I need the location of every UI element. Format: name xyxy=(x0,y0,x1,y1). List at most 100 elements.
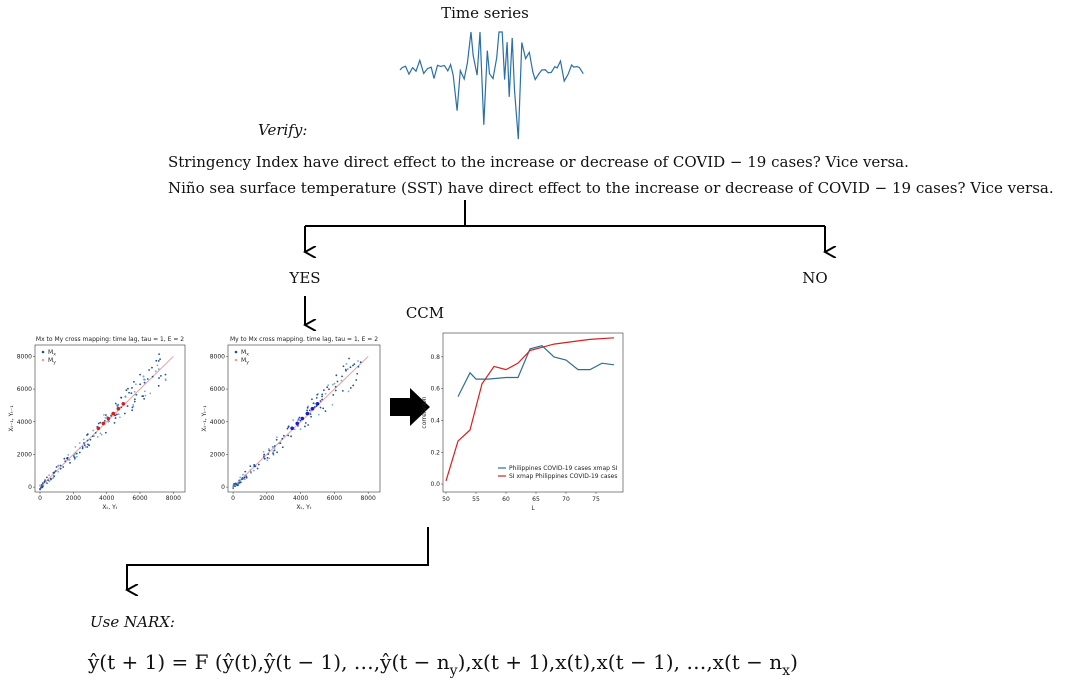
legend-marker xyxy=(41,350,45,354)
scatter-point xyxy=(256,467,259,470)
scatter-point xyxy=(239,476,242,479)
scatter-point xyxy=(276,451,279,454)
scatter-point xyxy=(239,481,242,484)
y-tick-label: 8000 xyxy=(210,353,225,360)
scatter-point xyxy=(257,463,260,466)
scatter-panel: Mx to My cross mapping: time lag, tau = … xyxy=(8,336,186,511)
scatter-point xyxy=(313,406,316,408)
scatter-point xyxy=(64,460,67,463)
scatter-point xyxy=(114,402,117,405)
scatter-point xyxy=(144,394,147,397)
legend-sub: x xyxy=(246,353,249,358)
scatter-point xyxy=(68,459,71,461)
scatter-point xyxy=(130,392,133,395)
y-tick-label: 6000 xyxy=(17,386,32,393)
y-tick-label: 2000 xyxy=(17,451,32,458)
scatter-point xyxy=(331,403,334,406)
scatter-point xyxy=(55,466,58,468)
scatter-point xyxy=(357,360,359,362)
y-tick-label: 6000 xyxy=(210,386,225,393)
scatter-point xyxy=(156,364,159,367)
y-tick-label: 0.6 xyxy=(430,386,440,393)
scatter-point xyxy=(275,438,278,441)
scatter-point xyxy=(287,426,290,428)
scatter-point xyxy=(266,459,269,462)
scatter-point xyxy=(315,396,318,399)
scatter-point xyxy=(272,452,275,455)
x-tick-label: 50 xyxy=(442,496,450,503)
scatter-point xyxy=(249,472,252,474)
y-tick-label: 0.0 xyxy=(430,481,440,488)
time-series-title: Time series xyxy=(441,4,529,22)
legend-sub: y xyxy=(53,361,56,366)
y-tick-label: 0.4 xyxy=(430,417,440,424)
scatter-point xyxy=(78,447,81,450)
legend-entry: My xyxy=(48,357,56,366)
scatter-point xyxy=(249,469,252,471)
scatter-point xyxy=(131,409,134,412)
scatter-point xyxy=(48,474,50,477)
scatter-point xyxy=(135,383,137,386)
scatter-point xyxy=(253,464,256,466)
scatter-point xyxy=(316,393,319,396)
arrow xyxy=(127,527,429,590)
scatter-panel: My to Mx cross mapping. time lag, tau = … xyxy=(201,336,381,511)
time-series-sketch xyxy=(399,31,584,140)
y-tick-label: 2000 xyxy=(210,451,225,458)
x-tick-label: 55 xyxy=(472,496,480,503)
scatter-point xyxy=(59,467,62,470)
scatter-point xyxy=(73,457,76,459)
x-axis-label: L xyxy=(531,505,535,512)
scatter-point xyxy=(241,477,244,479)
scatter-point xyxy=(315,405,318,407)
scatter-point xyxy=(324,410,327,412)
scatter-point xyxy=(292,419,295,422)
scatter-point xyxy=(53,471,55,474)
scatter-point xyxy=(273,449,276,452)
scatter-point xyxy=(319,400,322,402)
scatter-point xyxy=(249,465,252,468)
scatter-point xyxy=(93,435,96,438)
scatter-point xyxy=(275,436,278,439)
scatter-point xyxy=(126,405,129,407)
scatter-point xyxy=(279,442,282,445)
y-tick-label: 4000 xyxy=(17,419,32,426)
scatter-point xyxy=(267,447,270,450)
scatter-point xyxy=(313,402,316,405)
scatter-point xyxy=(352,384,355,387)
scatter-point xyxy=(298,418,301,421)
scatter-point xyxy=(139,383,142,386)
y-axis-label: correlation xyxy=(421,396,428,428)
x-tick-label: 6000 xyxy=(132,495,147,502)
scatter-point xyxy=(63,457,66,460)
scatter-point xyxy=(349,387,352,389)
scatter-point xyxy=(286,427,289,430)
scatter-point xyxy=(45,481,48,484)
scatter-point xyxy=(131,387,133,389)
scatter-point xyxy=(75,455,78,458)
scatter-point xyxy=(321,398,324,401)
scatter-point xyxy=(116,403,119,406)
scatter-point xyxy=(144,378,146,381)
scatter-point xyxy=(328,388,330,391)
scatter-point xyxy=(262,455,265,458)
highlight-point xyxy=(290,426,294,431)
scatter-point xyxy=(244,474,247,477)
scatter-point xyxy=(297,425,299,427)
scatter-point xyxy=(232,486,234,488)
scatter-point xyxy=(281,437,284,440)
scatter-point xyxy=(157,368,160,370)
legend-entry: Mx xyxy=(48,349,56,358)
fit-line xyxy=(232,356,369,488)
scatter-point xyxy=(293,428,296,431)
scatter-point xyxy=(267,453,270,456)
formula-part: ) xyxy=(790,650,798,674)
y-tick-label: 4000 xyxy=(210,419,225,426)
scatter-point xyxy=(74,445,77,448)
scatter-point xyxy=(57,470,60,473)
panel-title: Mx to My cross mapping: time lag, tau = … xyxy=(36,336,184,343)
y-tick-label: 8000 xyxy=(17,353,32,360)
scatter-point xyxy=(327,384,330,387)
scatter-point xyxy=(89,438,92,441)
scatter-point xyxy=(102,414,105,416)
